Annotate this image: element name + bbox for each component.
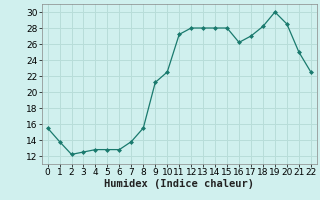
X-axis label: Humidex (Indice chaleur): Humidex (Indice chaleur) [104, 179, 254, 189]
